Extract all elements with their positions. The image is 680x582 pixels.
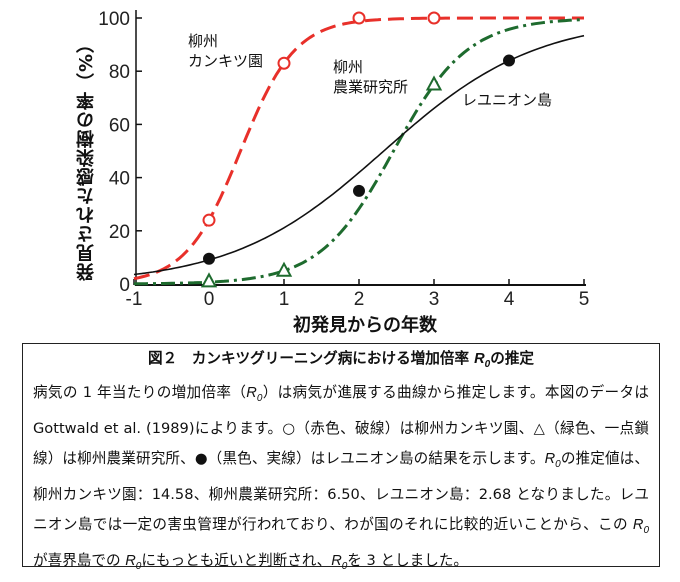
r0-symbol: R0	[246, 384, 263, 404]
data-point	[202, 213, 216, 227]
y-tick-label: 20	[109, 222, 130, 243]
data-point	[203, 252, 215, 265]
y-tick-label: 80	[109, 62, 130, 83]
series-annotation: 農業研究所	[333, 78, 408, 96]
data-point	[277, 56, 291, 70]
data-point	[425, 75, 443, 91]
series-annotation: 柳州	[188, 32, 218, 50]
r0-symbol: R0	[331, 552, 348, 572]
y-tick-label: 60	[109, 115, 130, 136]
x-tick-label: 4	[504, 289, 515, 310]
y-tick-label: 40	[109, 169, 130, 190]
x-tick-label: 3	[429, 289, 440, 310]
data-point	[200, 272, 218, 288]
series-annotation: 柳州	[333, 58, 363, 76]
r0-symbol: R0	[125, 552, 142, 572]
caption-title: 図２ カンキツグリーニング病における増加倍率 R0の推定	[33, 348, 649, 376]
series-annotation: レユニオン島	[462, 91, 552, 109]
x-tick-label: 5	[579, 289, 590, 310]
r0-symbol: R0	[474, 351, 491, 370]
data-point	[352, 11, 366, 25]
x-tick-label: 1	[279, 289, 290, 310]
r0-symbol: R0	[544, 450, 561, 470]
x-tick-label: -1	[126, 289, 143, 310]
data-point	[275, 261, 293, 277]
r0-symbol: R0	[632, 516, 649, 536]
y-tick-label: 100	[98, 9, 130, 30]
x-axis-label: 初発見からの年数	[293, 315, 437, 336]
x-tick-label: 2	[354, 289, 365, 310]
y-tick-label: 0	[119, 275, 130, 296]
figure-caption: 図２ カンキツグリーニング病における増加倍率 R0の推定 病気の 1 年当たりの…	[22, 343, 660, 572]
series-annotation: カンキツ園	[188, 52, 263, 70]
caption-body: 病気の 1 年当たりの増加倍率（R0）は病気が進展する曲線から推定します。本図の…	[33, 383, 649, 572]
y-axis-label: 発見された感染樹の率（%）	[76, 33, 97, 281]
data-point	[353, 184, 365, 197]
data-point	[503, 54, 515, 67]
caption-title-text: 図２ カンキツグリーニング病における増加倍率	[147, 350, 475, 367]
x-tick-label: 0	[204, 289, 215, 310]
caption-title-text: の推定	[490, 350, 535, 367]
data-point	[427, 11, 441, 25]
